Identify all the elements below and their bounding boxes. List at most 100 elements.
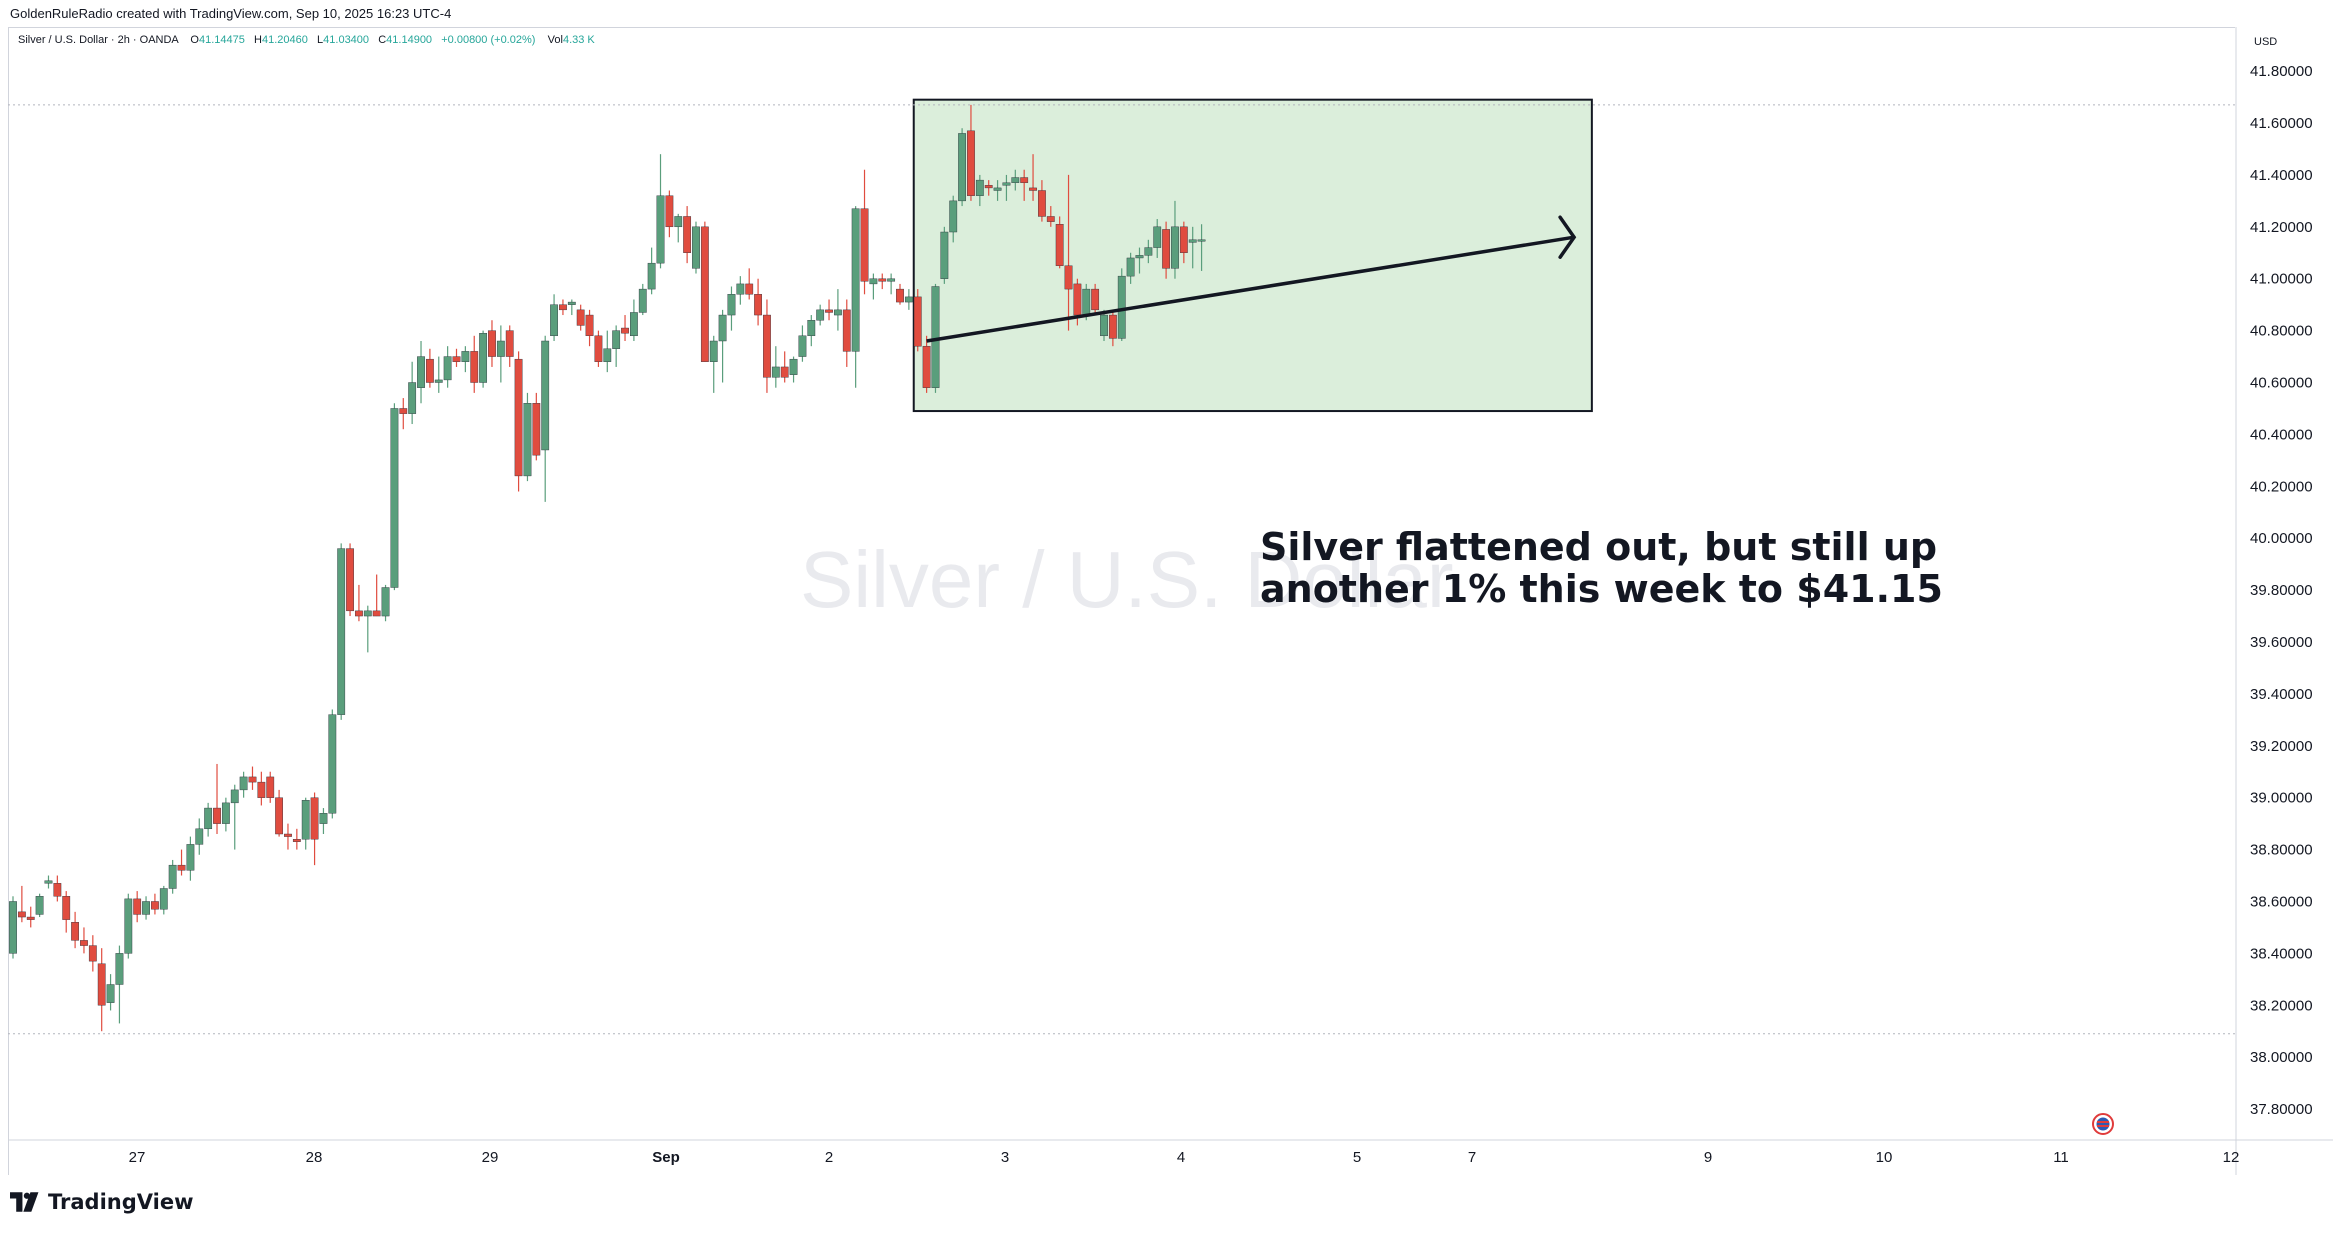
consolidation-box[interactable] [912, 98, 1593, 413]
candle[interactable] [692, 221, 700, 274]
candle[interactable] [860, 169, 869, 295]
candle[interactable] [248, 766, 257, 790]
candle[interactable] [559, 299, 567, 316]
candle[interactable] [195, 818, 204, 855]
candle[interactable] [807, 315, 816, 347]
candle[interactable] [913, 289, 922, 352]
candle[interactable] [514, 351, 523, 492]
candle[interactable] [816, 304, 825, 326]
candle[interactable] [1108, 309, 1117, 347]
candle[interactable] [239, 771, 248, 798]
tradingview-brand[interactable]: TradingView [10, 1190, 193, 1214]
candle[interactable] [736, 276, 745, 305]
candle[interactable] [656, 154, 665, 269]
candle[interactable] [35, 893, 44, 918]
candle[interactable] [1179, 221, 1188, 264]
candle[interactable] [1188, 226, 1197, 269]
candle[interactable] [417, 340, 425, 404]
candle[interactable] [204, 802, 213, 837]
candle[interactable] [949, 195, 958, 243]
candle[interactable] [984, 180, 993, 196]
candle[interactable] [1011, 169, 1020, 191]
candle[interactable] [151, 893, 159, 915]
candle[interactable] [585, 309, 594, 347]
candle[interactable] [9, 896, 17, 959]
candle[interactable] [709, 335, 718, 393]
candle[interactable] [177, 849, 186, 876]
candle[interactable] [896, 283, 904, 305]
candle[interactable] [1197, 224, 1206, 271]
candle[interactable] [789, 356, 798, 383]
candle[interactable] [496, 325, 505, 383]
candle[interactable] [266, 771, 275, 803]
candle[interactable] [26, 906, 35, 928]
candle[interactable] [1020, 169, 1029, 201]
candle[interactable] [1144, 239, 1153, 264]
candle[interactable] [993, 180, 1002, 201]
candle[interactable] [594, 330, 603, 367]
candle[interactable] [674, 213, 683, 243]
candle[interactable] [718, 309, 727, 383]
candle[interactable] [275, 789, 283, 837]
candle[interactable] [284, 823, 292, 850]
candle[interactable] [97, 948, 106, 1032]
candle[interactable] [1029, 154, 1037, 201]
candle[interactable] [124, 893, 133, 959]
candle[interactable] [647, 247, 656, 295]
candle[interactable] [452, 348, 461, 367]
candle[interactable] [523, 392, 532, 482]
candle[interactable] [479, 330, 488, 388]
candle[interactable] [878, 273, 887, 290]
candle[interactable] [1002, 174, 1011, 201]
candle[interactable] [319, 808, 328, 835]
candle[interactable] [355, 584, 363, 622]
candle[interactable] [292, 828, 301, 850]
candle[interactable] [958, 128, 966, 207]
candle[interactable] [1038, 180, 1046, 222]
candle[interactable] [1171, 200, 1179, 279]
candle[interactable] [310, 792, 319, 866]
candle[interactable] [1055, 216, 1064, 269]
currency-label[interactable]: USD [2254, 36, 2278, 48]
candle[interactable] [337, 543, 346, 720]
candle[interactable] [940, 226, 949, 284]
candle[interactable] [408, 361, 417, 425]
candle[interactable] [683, 206, 692, 264]
candle[interactable] [1046, 206, 1055, 227]
candle[interactable] [301, 797, 310, 850]
candle[interactable] [967, 104, 975, 201]
trend-line[interactable] [926, 235, 1575, 343]
candle[interactable] [576, 304, 585, 331]
candle[interactable] [851, 206, 860, 388]
candle[interactable] [53, 875, 62, 902]
candle[interactable] [665, 190, 674, 238]
candle[interactable] [213, 763, 221, 835]
candle[interactable] [842, 299, 851, 367]
candle[interactable] [1126, 252, 1135, 284]
candle[interactable] [700, 221, 709, 362]
candle[interactable] [603, 330, 612, 373]
candle[interactable] [1135, 247, 1144, 274]
candle[interactable] [159, 885, 168, 915]
candle[interactable] [1064, 174, 1073, 331]
candle[interactable] [44, 875, 53, 889]
candle[interactable] [425, 348, 434, 388]
candle[interactable] [221, 797, 230, 832]
candle[interactable] [550, 294, 558, 341]
candle[interactable] [115, 945, 124, 1024]
candle[interactable] [834, 289, 842, 331]
candle[interactable] [869, 273, 878, 300]
candle[interactable] [363, 605, 372, 653]
candle[interactable] [1162, 221, 1171, 279]
candle[interactable] [745, 268, 754, 300]
candle[interactable] [638, 283, 647, 316]
candle[interactable] [80, 927, 88, 954]
candle[interactable] [434, 356, 443, 393]
candle[interactable] [230, 784, 239, 850]
candle[interactable] [1100, 309, 1108, 341]
candle[interactable] [88, 935, 97, 972]
candle[interactable] [1117, 268, 1126, 341]
candle[interactable] [541, 335, 550, 502]
candle[interactable] [133, 891, 142, 923]
candle[interactable] [390, 403, 399, 591]
